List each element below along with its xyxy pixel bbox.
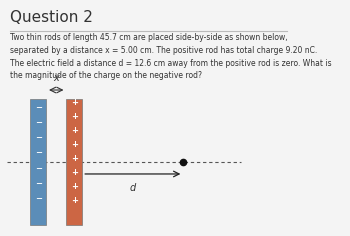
Text: −: −: [35, 179, 42, 188]
Text: x: x: [53, 73, 59, 83]
Text: −: −: [35, 164, 42, 173]
Text: +: +: [71, 182, 78, 191]
Text: +: +: [71, 196, 78, 205]
Text: +: +: [71, 154, 78, 163]
Text: Question 2: Question 2: [10, 9, 93, 25]
Text: −: −: [35, 103, 42, 112]
Text: −: −: [35, 194, 42, 203]
Bar: [30, 99, 46, 225]
Text: +: +: [71, 98, 78, 107]
Text: −: −: [35, 148, 42, 157]
Bar: [66, 99, 82, 225]
Text: −: −: [35, 118, 42, 127]
Text: d: d: [130, 183, 136, 193]
Text: Two thin rods of length 45.7 cm are placed side-by-side as shown below,
separate: Two thin rods of length 45.7 cm are plac…: [10, 33, 332, 80]
Text: −: −: [35, 133, 42, 142]
Text: +: +: [71, 126, 78, 135]
Text: +: +: [71, 140, 78, 149]
Text: +: +: [71, 168, 78, 177]
Text: +: +: [71, 112, 78, 121]
